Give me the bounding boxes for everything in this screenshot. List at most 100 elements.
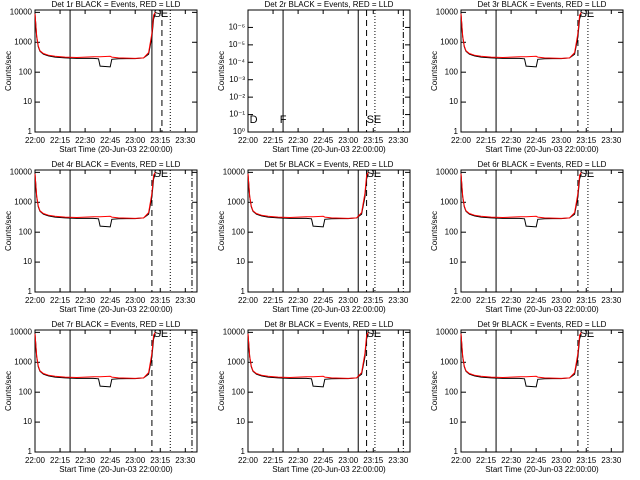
- y-tick-label: 10⁻¹: [229, 110, 245, 119]
- y-tick-label: 10⁻⁵: [229, 40, 245, 49]
- panel-title: Det 5r BLACK = Events, RED = LLD: [265, 160, 394, 169]
- x-tick-label: 22:45: [313, 456, 334, 465]
- y-tick-label: 10: [23, 417, 32, 426]
- series-line: [247, 172, 369, 219]
- x-tick-label: 22:30: [75, 136, 96, 145]
- y-tick-label: 10⁻³: [229, 75, 245, 84]
- y-tick-label: 10: [449, 417, 458, 426]
- series-line: [247, 333, 369, 388]
- annotation: SE: [580, 328, 595, 340]
- y-tick-label: 100: [445, 67, 459, 76]
- x-axis-label: Start Time (20-Jun-03 22:00:00): [485, 465, 599, 474]
- y-tick-label: 10000: [10, 7, 33, 16]
- x-tick-label: 23:00: [125, 296, 146, 305]
- x-tick-label: 23:15: [576, 456, 597, 465]
- x-tick-label: 23:15: [150, 136, 171, 145]
- annotation: F: [280, 114, 287, 126]
- x-axis-label: Start Time (20-Jun-03 22:00:00): [485, 145, 599, 154]
- y-tick-label: 100: [19, 227, 33, 236]
- x-tick-label: 23:00: [551, 456, 572, 465]
- series-line: [34, 12, 156, 59]
- x-tick-label: 22:00: [451, 136, 472, 145]
- y-tick-label: 10⁰: [233, 127, 245, 136]
- x-tick-label: 23:15: [363, 296, 384, 305]
- x-tick-label: 22:00: [25, 296, 46, 305]
- annotation: SE: [367, 114, 382, 126]
- x-tick-label: 22:15: [263, 296, 284, 305]
- y-tick-label: 1000: [227, 357, 245, 366]
- series-line: [460, 12, 582, 59]
- panel-title: Det 7r BLACK = Events, RED = LLD: [52, 320, 181, 329]
- x-tick-label: 23:30: [601, 136, 622, 145]
- y-tick-label: 10000: [436, 167, 459, 176]
- panel: Det 3r BLACK = Events, RED = LLD Start Ti…: [430, 0, 624, 154]
- series-line: [34, 332, 156, 379]
- x-tick-label: 22:00: [25, 456, 46, 465]
- y-tick-label: 10: [23, 97, 32, 106]
- panel: Det 1r BLACK = Events, RED = LLD Start Ti…: [4, 0, 198, 154]
- x-tick-label: 22:00: [238, 296, 259, 305]
- panel: Det 7r BLACK = Events, RED = LLD Start Ti…: [4, 320, 198, 474]
- x-tick-label: 22:15: [476, 456, 497, 465]
- y-tick-label: 100: [232, 387, 246, 396]
- annotation: SE: [580, 8, 595, 20]
- x-tick-label: 22:30: [501, 136, 522, 145]
- x-tick-label: 22:45: [526, 456, 547, 465]
- y-tick-label: 1000: [227, 197, 245, 206]
- y-tick-label: 10000: [223, 327, 246, 336]
- x-tick-label: 23:00: [551, 136, 572, 145]
- y-tick-label: 100: [19, 387, 33, 396]
- y-axis-label: Counts/sec: [430, 51, 439, 91]
- y-tick-label: 1: [454, 287, 459, 296]
- x-tick-label: 22:45: [526, 136, 547, 145]
- panel-title: Det 6r BLACK = Events, RED = LLD: [478, 160, 607, 169]
- x-axis-label: Start Time (20-Jun-03 22:00:00): [485, 305, 599, 314]
- y-tick-label: 10000: [436, 327, 459, 336]
- panel: Det 6r BLACK = Events, RED = LLD Start Ti…: [430, 160, 624, 314]
- y-tick-label: 1: [454, 127, 459, 136]
- x-tick-label: 22:30: [288, 456, 309, 465]
- x-tick-label: 23:30: [175, 136, 196, 145]
- y-tick-label: 10000: [223, 167, 246, 176]
- x-tick-label: 23:15: [150, 456, 171, 465]
- x-tick-label: 22:00: [238, 136, 259, 145]
- x-tick-label: 23:30: [388, 456, 409, 465]
- y-axis-label: Counts/sec: [4, 51, 13, 91]
- y-tick-label: 1000: [440, 37, 458, 46]
- y-tick-label: 10⁻⁶: [229, 23, 245, 32]
- x-tick-label: 22:00: [451, 456, 472, 465]
- plot-frame: [460, 329, 624, 453]
- x-tick-label: 22:45: [313, 296, 334, 305]
- x-tick-label: 23:00: [551, 296, 572, 305]
- plot-frame: [247, 169, 411, 293]
- plot-frame: [34, 169, 198, 293]
- x-axis-label: Start Time (20-Jun-03 22:00:00): [272, 305, 386, 314]
- series-line: [460, 173, 582, 228]
- x-axis-label: Start Time (20-Jun-03 22:00:00): [272, 145, 386, 154]
- x-tick-label: 23:00: [338, 456, 359, 465]
- x-tick-label: 23:30: [175, 456, 196, 465]
- x-tick-label: 23:30: [601, 296, 622, 305]
- x-tick-label: 22:45: [313, 136, 334, 145]
- plot-frame: [247, 329, 411, 453]
- panel: Det 4r BLACK = Events, RED = LLD Start Ti…: [4, 160, 198, 314]
- y-tick-label: 10: [236, 257, 245, 266]
- y-tick-label: 100: [445, 227, 459, 236]
- annotation: SE: [367, 168, 382, 180]
- y-tick-label: 100: [19, 67, 33, 76]
- panel: Det 5r BLACK = Events, RED = LLD Start Ti…: [217, 160, 411, 314]
- x-tick-label: 23:00: [338, 136, 359, 145]
- series-line: [34, 13, 156, 68]
- y-tick-label: 1: [241, 287, 246, 296]
- y-tick-label: 1000: [440, 197, 458, 206]
- x-tick-label: 23:30: [601, 456, 622, 465]
- y-tick-label: 10: [449, 97, 458, 106]
- panel: Det 2r BLACK = Events, RED = LLD Start Ti…: [217, 0, 411, 154]
- y-tick-label: 1000: [14, 37, 32, 46]
- plot-frame: [460, 9, 624, 133]
- series-line: [34, 172, 156, 219]
- y-tick-label: 1000: [14, 197, 32, 206]
- y-tick-label: 10: [23, 257, 32, 266]
- x-tick-label: 22:00: [451, 296, 472, 305]
- panel: Det 8r BLACK = Events, RED = LLD Start Ti…: [217, 320, 411, 474]
